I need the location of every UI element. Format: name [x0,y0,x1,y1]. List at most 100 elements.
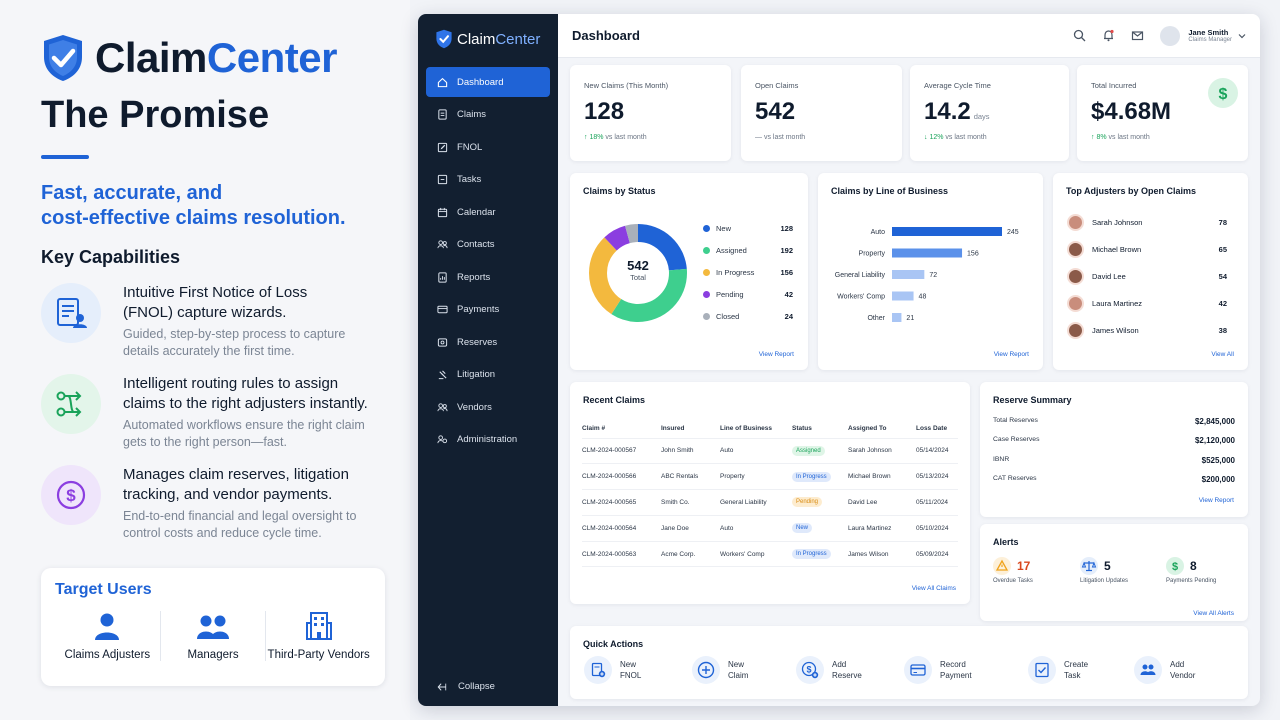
collapse-label: Collapse [458,681,495,692]
bar-workers-comp[interactable] [892,291,914,301]
table-row[interactable]: CLM-2024-000565 Smith Co. General Liabilit… [582,489,958,516]
sidebar-item-calendar[interactable]: Calendar [426,197,550,227]
claim-number[interactable]: CLM-2024-000566 [582,463,661,491]
sidebar-item-label: Reports [457,271,491,283]
column-header[interactable]: Insured [661,420,720,439]
donut-slice-closed[interactable] [589,224,687,322]
sidebar-item-reports[interactable]: Reports [426,262,550,292]
assigned-to: Michael Brown [848,463,916,491]
sidebar-item-fnol[interactable]: FNOL [426,132,550,162]
collapse-button[interactable]: Collapse [437,681,495,692]
bar-value-label: 48 [919,294,927,301]
kpi-card-new-claims[interactable]: New Claims (This Month) 128 ↑ 18% vs las… [570,65,731,161]
table-row[interactable]: CLM-2024-000566 ABC Rentals Property In Pro… [582,463,958,491]
donut-slice-in-progress[interactable] [589,224,687,322]
bell-icon[interactable] [1102,29,1115,42]
add-vendor-icon [1134,656,1162,684]
claim-number[interactable]: CLM-2024-000565 [582,489,661,516]
view-report-link[interactable]: View Report [758,351,794,358]
group-icon [197,615,229,639]
legend-value: 42 [784,290,793,299]
headline-divider [41,155,89,159]
search-icon[interactable] [1073,29,1086,42]
sidebar-item-tasks[interactable]: Tasks [426,165,550,195]
view-report-link[interactable]: View Report [1198,497,1234,504]
sidebar-item-label: Reserves [457,336,498,348]
target-user-label: Third-Party Vendors [267,649,370,661]
svg-text:$: $ [66,486,76,505]
claim-number[interactable]: CLM-2024-000563 [582,541,661,568]
claim-number[interactable]: CLM-2024-000567 [582,438,661,465]
adjuster-row[interactable]: Sarah Johnson 78 [1067,214,1227,231]
user-role: Claims Manager [1188,37,1232,43]
claim-number[interactable]: CLM-2024-000564 [582,515,661,542]
view-all-claims-link[interactable]: View All Claims [911,585,956,592]
recent-claims-card: Recent Claims Claim # Insured Line of Bu… [570,382,970,604]
mail-icon[interactable] [1131,29,1144,42]
alert-item-overdue-tasks[interactable]: 17 Overdue Tasks [993,557,1033,584]
legend-value: 24 [784,312,793,321]
table-row[interactable]: CLM-2024-000563 Acme Corp. Workers' Comp In… [582,541,958,568]
contacts-icon [437,240,448,249]
sidebar-item-administration[interactable]: Administration [426,425,550,455]
table-row[interactable]: CLM-2024-000567 John Smith Auto Assigned Sar… [582,438,958,465]
sidebar-item-claims[interactable]: Claims [426,100,550,130]
adjuster-row[interactable]: Laura Martinez 42 [1067,295,1227,312]
donut-slice-assigned[interactable] [589,224,687,322]
sidebar-item-contacts[interactable]: Contacts [426,230,550,260]
quick-action-add-vendor[interactable]: Add Vendor [1134,656,1195,684]
quick-action-label: Add Vendor [1170,659,1196,681]
user-menu[interactable]: Jane Smith Claims Manager [1160,25,1246,46]
bar-property[interactable] [892,248,963,258]
bar-value-label: 156 [967,251,979,258]
adjuster-row[interactable]: Michael Brown 65 [1067,241,1227,258]
kpi-card-cycle-time[interactable]: Average Cycle Time 14.2 days ↓ 12% vs las… [910,65,1069,161]
app-logo-part1: Claim [457,30,496,48]
table-row[interactable]: CLM-2024-000564 Jane Doe Auto New Laura Mart… [582,515,958,542]
bar-auto[interactable] [892,227,1002,236]
alert-item-litigation[interactable]: 5 Litigation Updates [1080,557,1128,584]
tagline: Fast, accurate, and cost-effective claim… [41,181,410,231]
view-report-link[interactable]: View Report [993,351,1029,358]
quick-action-record-payment[interactable]: Record Payment [904,656,972,684]
app-logo[interactable]: Claim Center [418,14,558,64]
sidebar-item-label: Dashboard [457,76,504,88]
legend-label: Assigned [716,246,747,255]
kpi-card-total-incurred[interactable]: Total Incurred $4.68M ↑ 8% vs last month… [1077,65,1248,161]
view-all-link[interactable]: View All [1211,351,1234,358]
litigation-icon [438,370,447,380]
legend-label: Closed [716,312,740,321]
quick-action-new-fnol[interactable]: New FNOL [584,656,641,684]
reserve-value: $525,000 [1201,456,1235,465]
reserve-value: $2,120,000 [1194,436,1235,445]
bar-general-liability[interactable] [892,270,925,279]
sidebar-item-vendors[interactable]: Vendors [426,392,550,422]
key-capabilities-title: Key Capabilities [41,247,181,267]
sidebar-item-dashboard[interactable]: Dashboard [426,67,550,97]
view-all-alerts-link[interactable]: View All Alerts [1193,610,1234,617]
kpi-card-open-claims[interactable]: Open Claims 542 — vs last month [741,65,902,161]
adjuster-row[interactable]: David Lee 54 [1067,268,1227,285]
alert-item-payments[interactable]: $8 Payments Pending [1166,557,1216,584]
avatar [1160,25,1181,46]
new-fnol-icon [584,656,612,684]
kpi-change: 8% [1096,134,1107,141]
adjuster-row[interactable]: James Wilson 38 [1067,322,1227,339]
column-header[interactable]: Assigned To [848,420,916,439]
quick-action-create-task[interactable]: Create Task [1028,656,1088,684]
column-header[interactable]: Status [792,420,848,439]
form-user-icon [41,283,101,343]
column-header[interactable]: Line of Business [720,420,792,439]
column-header[interactable]: Claim # [582,420,661,439]
sidebar-item-litigation[interactable]: Litigation [426,360,550,390]
kpi-change-arrow: ↓ [924,134,928,141]
sidebar-item-payments[interactable]: Payments [426,295,550,325]
adjuster-count: 65 [1218,245,1227,254]
sidebar-item-reserves[interactable]: Reserves [426,327,550,357]
quick-action-new-claim[interactable]: New Claim [692,656,748,684]
column-header[interactable]: Loss Date [916,420,958,439]
quick-action-add-reserve[interactable]: $ Add Reserve [796,656,862,684]
reports-icon [438,271,447,283]
bar-other[interactable] [892,313,902,322]
assigned-to: David Lee [848,489,916,516]
